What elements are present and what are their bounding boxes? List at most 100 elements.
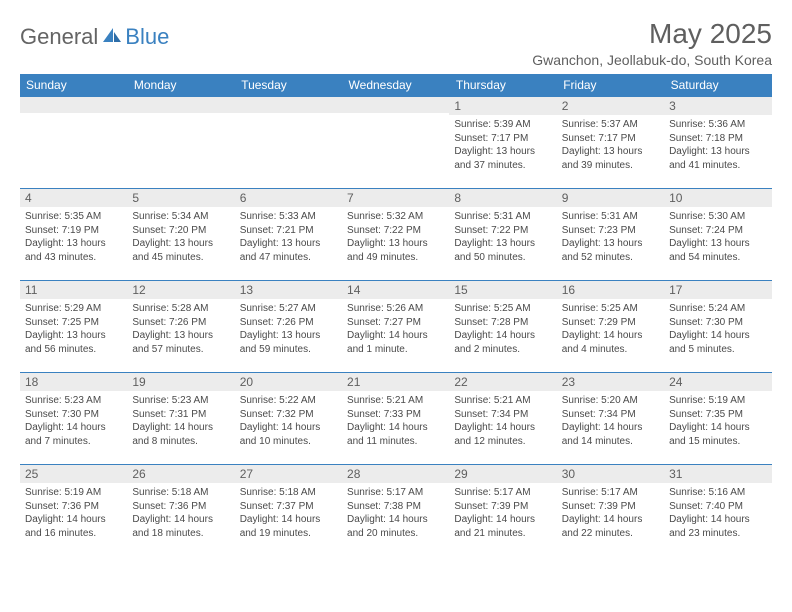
calendar-week: 18Sunrise: 5:23 AMSunset: 7:30 PMDayligh…	[20, 373, 772, 465]
day-line: Sunrise: 5:23 AM	[132, 394, 229, 408]
day-line: Sunset: 7:30 PM	[669, 316, 766, 330]
day-line: Sunset: 7:17 PM	[454, 132, 551, 146]
day-data: Sunrise: 5:18 AMSunset: 7:37 PMDaylight:…	[235, 483, 342, 544]
day-number: 9	[557, 189, 664, 207]
sail-icon	[101, 26, 123, 49]
calendar-day: 1Sunrise: 5:39 AMSunset: 7:17 PMDaylight…	[449, 97, 556, 189]
calendar-day: 15Sunrise: 5:25 AMSunset: 7:28 PMDayligh…	[449, 281, 556, 373]
calendar-day: 22Sunrise: 5:21 AMSunset: 7:34 PMDayligh…	[449, 373, 556, 465]
day-line: Daylight: 14 hours	[562, 329, 659, 343]
calendar-day: 9Sunrise: 5:31 AMSunset: 7:23 PMDaylight…	[557, 189, 664, 281]
calendar-day: 5Sunrise: 5:34 AMSunset: 7:20 PMDaylight…	[127, 189, 234, 281]
day-line: Sunset: 7:24 PM	[669, 224, 766, 238]
day-line: Sunrise: 5:24 AM	[669, 302, 766, 316]
day-line: Sunset: 7:40 PM	[669, 500, 766, 514]
day-line: Sunrise: 5:35 AM	[25, 210, 122, 224]
day-line: Sunset: 7:34 PM	[454, 408, 551, 422]
day-line: Daylight: 14 hours	[240, 421, 337, 435]
day-line: Sunset: 7:22 PM	[454, 224, 551, 238]
day-line: Daylight: 14 hours	[347, 513, 444, 527]
day-line: Sunrise: 5:17 AM	[562, 486, 659, 500]
day-line: Sunset: 7:38 PM	[347, 500, 444, 514]
day-line: and 16 minutes.	[25, 527, 122, 541]
day-header: Thursday	[449, 74, 556, 97]
day-line: Daylight: 13 hours	[132, 329, 229, 343]
day-line: Sunrise: 5:39 AM	[454, 118, 551, 132]
calendar-day: 2Sunrise: 5:37 AMSunset: 7:17 PMDaylight…	[557, 97, 664, 189]
day-line: Daylight: 13 hours	[347, 237, 444, 251]
calendar-day: 4Sunrise: 5:35 AMSunset: 7:19 PMDaylight…	[20, 189, 127, 281]
day-line: Daylight: 14 hours	[454, 329, 551, 343]
day-line: Sunset: 7:31 PM	[132, 408, 229, 422]
calendar-body: 1Sunrise: 5:39 AMSunset: 7:17 PMDaylight…	[20, 97, 772, 557]
calendar-day: 11Sunrise: 5:29 AMSunset: 7:25 PMDayligh…	[20, 281, 127, 373]
day-number: 3	[664, 97, 771, 115]
month-title: May 2025	[532, 18, 772, 50]
calendar-day: 19Sunrise: 5:23 AMSunset: 7:31 PMDayligh…	[127, 373, 234, 465]
day-line: Daylight: 13 hours	[25, 329, 122, 343]
day-data: Sunrise: 5:32 AMSunset: 7:22 PMDaylight:…	[342, 207, 449, 268]
day-data	[235, 113, 342, 120]
day-data: Sunrise: 5:21 AMSunset: 7:33 PMDaylight:…	[342, 391, 449, 452]
day-data: Sunrise: 5:17 AMSunset: 7:39 PMDaylight:…	[557, 483, 664, 544]
day-line: Daylight: 14 hours	[347, 421, 444, 435]
day-line: Daylight: 14 hours	[132, 421, 229, 435]
day-line: and 45 minutes.	[132, 251, 229, 265]
calendar-day: 21Sunrise: 5:21 AMSunset: 7:33 PMDayligh…	[342, 373, 449, 465]
day-line: and 22 minutes.	[562, 527, 659, 541]
day-data: Sunrise: 5:39 AMSunset: 7:17 PMDaylight:…	[449, 115, 556, 176]
calendar-day: 14Sunrise: 5:26 AMSunset: 7:27 PMDayligh…	[342, 281, 449, 373]
day-number: 19	[127, 373, 234, 391]
day-data: Sunrise: 5:18 AMSunset: 7:36 PMDaylight:…	[127, 483, 234, 544]
day-line: and 37 minutes.	[454, 159, 551, 173]
day-number: 31	[664, 465, 771, 483]
calendar-day: 17Sunrise: 5:24 AMSunset: 7:30 PMDayligh…	[664, 281, 771, 373]
day-line: and 47 minutes.	[240, 251, 337, 265]
day-number: 5	[127, 189, 234, 207]
day-line: and 41 minutes.	[669, 159, 766, 173]
calendar-page: General Blue May 2025 Gwanchon, Jeollabu…	[0, 0, 792, 567]
day-line: Sunset: 7:37 PM	[240, 500, 337, 514]
day-line: Sunset: 7:25 PM	[25, 316, 122, 330]
day-data: Sunrise: 5:17 AMSunset: 7:38 PMDaylight:…	[342, 483, 449, 544]
day-line: Sunset: 7:18 PM	[669, 132, 766, 146]
day-line: Sunset: 7:36 PM	[132, 500, 229, 514]
day-data: Sunrise: 5:35 AMSunset: 7:19 PMDaylight:…	[20, 207, 127, 268]
day-line: Sunset: 7:30 PM	[25, 408, 122, 422]
day-line: and 10 minutes.	[240, 435, 337, 449]
day-data: Sunrise: 5:36 AMSunset: 7:18 PMDaylight:…	[664, 115, 771, 176]
day-line: Sunrise: 5:22 AM	[240, 394, 337, 408]
day-line: and 8 minutes.	[132, 435, 229, 449]
day-line: Sunrise: 5:25 AM	[562, 302, 659, 316]
day-number: 16	[557, 281, 664, 299]
day-number	[20, 97, 127, 113]
day-line: Sunset: 7:26 PM	[132, 316, 229, 330]
day-data	[342, 113, 449, 120]
day-data: Sunrise: 5:25 AMSunset: 7:29 PMDaylight:…	[557, 299, 664, 360]
calendar-day: 20Sunrise: 5:22 AMSunset: 7:32 PMDayligh…	[235, 373, 342, 465]
day-data: Sunrise: 5:26 AMSunset: 7:27 PMDaylight:…	[342, 299, 449, 360]
day-line: and 23 minutes.	[669, 527, 766, 541]
day-number: 26	[127, 465, 234, 483]
day-line: Daylight: 13 hours	[562, 237, 659, 251]
day-line: Sunset: 7:27 PM	[347, 316, 444, 330]
day-line: Sunrise: 5:37 AM	[562, 118, 659, 132]
day-line: and 54 minutes.	[669, 251, 766, 265]
day-line: Daylight: 14 hours	[669, 513, 766, 527]
brand-logo: General Blue	[20, 24, 169, 50]
day-data: Sunrise: 5:21 AMSunset: 7:34 PMDaylight:…	[449, 391, 556, 452]
day-line: Daylight: 14 hours	[562, 513, 659, 527]
day-header: Friday	[557, 74, 664, 97]
day-line: Daylight: 14 hours	[347, 329, 444, 343]
calendar-day: 24Sunrise: 5:19 AMSunset: 7:35 PMDayligh…	[664, 373, 771, 465]
day-number: 6	[235, 189, 342, 207]
day-line: and 43 minutes.	[25, 251, 122, 265]
day-data: Sunrise: 5:19 AMSunset: 7:36 PMDaylight:…	[20, 483, 127, 544]
day-line: Sunrise: 5:36 AM	[669, 118, 766, 132]
day-line: Sunrise: 5:33 AM	[240, 210, 337, 224]
day-line: and 59 minutes.	[240, 343, 337, 357]
day-data: Sunrise: 5:23 AMSunset: 7:31 PMDaylight:…	[127, 391, 234, 452]
day-data: Sunrise: 5:19 AMSunset: 7:35 PMDaylight:…	[664, 391, 771, 452]
day-number: 13	[235, 281, 342, 299]
day-line: Sunset: 7:22 PM	[347, 224, 444, 238]
